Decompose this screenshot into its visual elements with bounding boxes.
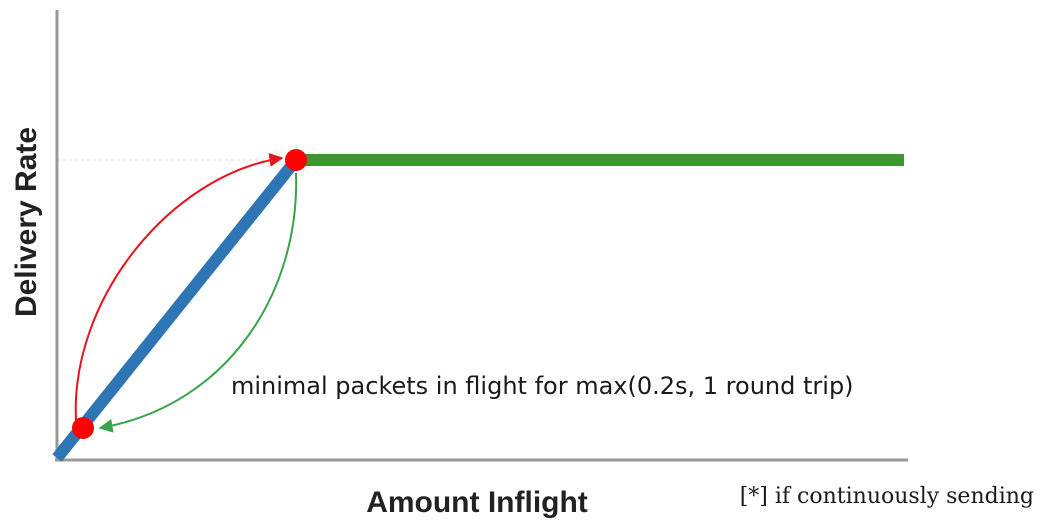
- return-arrow: [98, 172, 298, 433]
- annotation-label: minimal packets in flight for max(0.2s, …: [231, 372, 854, 400]
- low-inflight-point: [72, 417, 94, 439]
- x-axis-label: Amount Inflight: [366, 486, 588, 519]
- forward-arrow: [74, 152, 284, 421]
- y-axis-label: Delivery Rate: [10, 127, 43, 317]
- bottleneck-point: [285, 149, 307, 171]
- ramp-line: [52, 156, 301, 462]
- footnote: [*] if continuously sending: [740, 484, 1034, 509]
